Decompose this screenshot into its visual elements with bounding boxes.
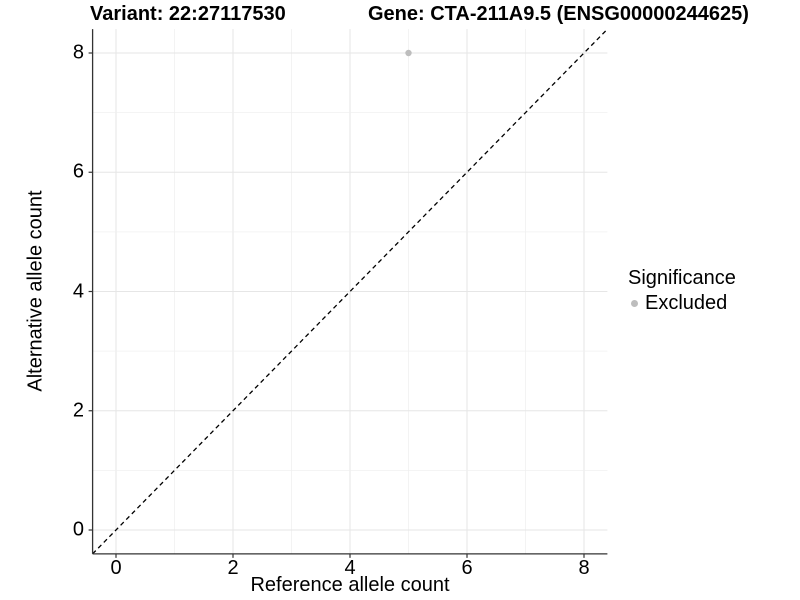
x-tick-label: 6 [461, 557, 473, 579]
legend: Significance Excluded [628, 266, 798, 315]
gene-title: Gene: CTA-211A9.5 (ENSG00000244625) [368, 3, 749, 25]
identity-dashed-line [92, 28, 608, 555]
legend-entry-label: Excluded [645, 292, 728, 314]
legend-title: Significance [628, 267, 736, 289]
x-tick-label: 0 [110, 557, 122, 579]
y-tick-label: 0 [72, 518, 84, 541]
variant-title: Variant: 22:27117530 [90, 3, 286, 25]
excluded-point-icon [631, 299, 638, 307]
y-tick-label: 8 [72, 41, 84, 64]
y-tick-label: 2 [72, 399, 84, 422]
x-tick-label: 8 [578, 557, 590, 579]
data-point-excluded [405, 49, 412, 57]
x-axis-title: Reference allele count [250, 574, 450, 596]
x-tick-label: 4 [344, 557, 356, 579]
y-tick-label: 4 [72, 280, 84, 303]
x-tick-label: 2 [227, 557, 239, 579]
y-tick-label: 6 [72, 160, 84, 183]
legend-entry-excluded: Excluded [628, 291, 798, 315]
